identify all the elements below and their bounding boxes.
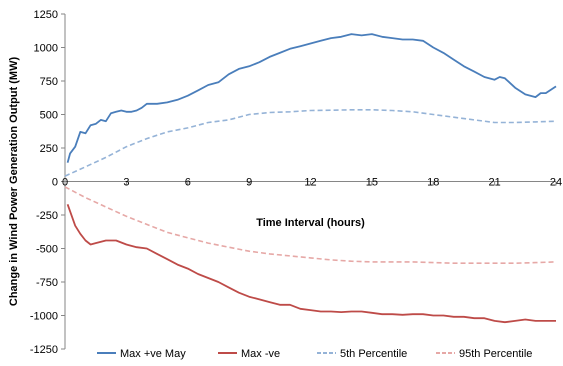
y-tick-label: 1250: [34, 9, 58, 21]
y-tick-label: -500: [36, 244, 58, 256]
y-tick-label: 500: [40, 110, 58, 122]
y-tick-label: 1000: [34, 43, 58, 55]
x-tick-label: 24: [550, 177, 562, 189]
y-tick-label: -250: [36, 210, 58, 222]
x-tick-label: 15: [366, 177, 378, 189]
y-axis-title: Change in Wind Power Generation Output (…: [8, 57, 20, 307]
x-tick-label: 18: [427, 177, 439, 189]
y-tick-label: 0: [52, 177, 58, 189]
series-line-1: [66, 33, 557, 163]
legend-label: Max -ve: [241, 348, 280, 360]
axes: 1250 1000 750 500 250 0 -250 -500 -750 -1000 -1250…: [30, 9, 562, 356]
x-axis-title: Time Interval (hours): [256, 217, 365, 229]
x-tick-label: 12: [304, 177, 316, 189]
y-tick-label: -1000: [30, 311, 58, 323]
x-tick-label: 21: [489, 177, 501, 189]
legend-label: 95th Percentile: [459, 348, 532, 360]
legend-label: 5th Percentile: [340, 348, 407, 360]
y-tick-label: 750: [40, 76, 58, 88]
x-tick-label: 9: [246, 177, 252, 189]
legend: Max +ve May Max -ve 5th Percentile 95th Per…: [97, 348, 532, 360]
x-tick-label: 6: [185, 177, 191, 189]
series-line-4: [64, 186, 557, 265]
legend-label: Max +ve May: [120, 348, 186, 360]
series-lines: [64, 33, 557, 324]
x-tick-label: 3: [123, 177, 129, 189]
series-line-2: [66, 203, 556, 324]
y-tick-label: 250: [40, 143, 58, 155]
x-tick-label: 0: [62, 177, 68, 189]
y-tick-label: -750: [36, 277, 58, 289]
series-line-3: [64, 109, 557, 177]
y-tick-label: -1250: [30, 344, 58, 356]
